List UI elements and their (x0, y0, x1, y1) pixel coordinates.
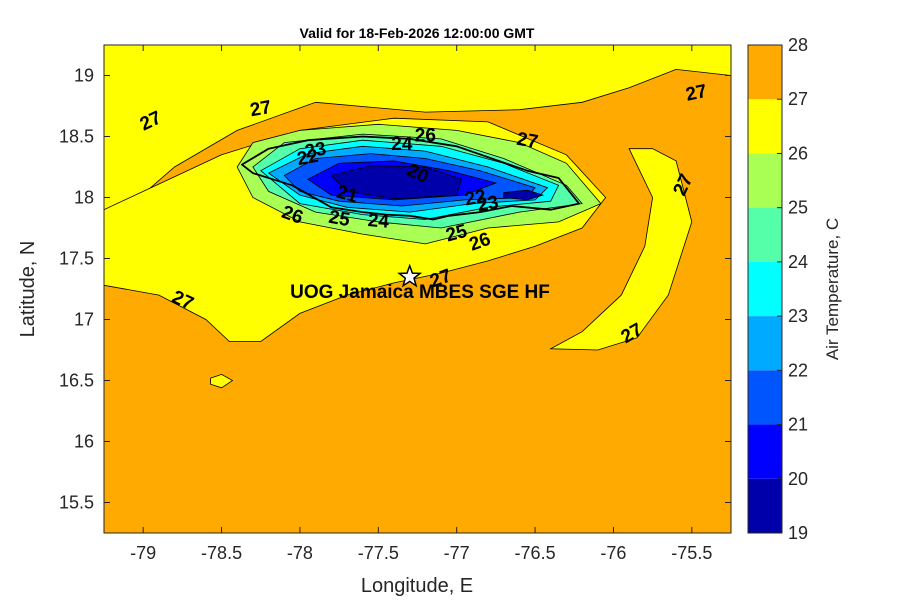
colorbar-swatch (748, 153, 782, 208)
contour-region-navy-east (503, 189, 545, 201)
colorbar-swatch (748, 424, 782, 479)
station-star-marker (397, 263, 423, 288)
colorbar-swatch (748, 45, 782, 100)
colorbar-swatch (748, 478, 782, 533)
x-tick-label: -79 (130, 543, 156, 563)
contour-label: 24 (391, 134, 413, 155)
coastline-jamaica (241, 135, 580, 221)
colorbar-tick-label: 27 (788, 89, 808, 109)
colorbar-tick-label: 22 (788, 360, 808, 380)
contour-label: 26 (415, 126, 436, 147)
x-axis-label: Longitude, E (361, 575, 473, 597)
y-tick-label: 15.5 (59, 493, 94, 513)
y-axis: 15.5 16 16.5 17 17.5 18 18.5 19 (59, 66, 731, 513)
plot-frame (103, 44, 732, 534)
y-axis-label: Latitude, N (17, 241, 39, 338)
y-tick-label: 18.5 (59, 127, 94, 147)
y-tick-label: 17 (74, 310, 94, 330)
x-tick-label: -75.5 (671, 543, 712, 563)
contour-label: 23 (476, 192, 500, 216)
colorbar-swatch (748, 99, 782, 154)
contour-region-yellow-east-strip (549, 148, 693, 351)
colorbar-tick-label: 21 (788, 415, 808, 435)
y-tick-label: 16 (74, 432, 94, 452)
y-tick-label: 17.5 (59, 249, 94, 269)
contour-region-yellow-islet (210, 373, 234, 389)
contour-label: 25 (327, 207, 352, 231)
colorbar-label: Air Temperature, C (823, 218, 842, 360)
colorbar: 19 20 21 22 23 24 25 26 27 28 (747, 35, 808, 543)
contour-label: 23 (303, 138, 327, 162)
contour-label: 22 (295, 146, 319, 170)
station-layer: UOG Jamaica MBES SGE HF (290, 263, 550, 303)
station-label: UOG Jamaica MBES SGE HF (290, 282, 550, 303)
colorbar-swatch (748, 316, 782, 371)
contour-label: 24 (367, 210, 390, 233)
colorbar-tick-label: 28 (788, 35, 808, 55)
contour-label: 22 (463, 186, 487, 210)
colorbar-tick-label: 23 (788, 306, 808, 326)
x-tick-label: -77 (444, 543, 470, 563)
contour-region-yellow-north (104, 45, 731, 229)
map-layer (104, 45, 731, 533)
x-tick-label: -77.5 (358, 543, 399, 563)
colorbar-frame (747, 44, 783, 534)
x-tick-label: -78.5 (201, 543, 242, 563)
colorbar-tick-label: 26 (788, 143, 808, 163)
colorbar-swatch (748, 207, 782, 262)
colorbar-swatch (748, 261, 782, 317)
x-tick-label: -78 (287, 543, 313, 563)
chart-title: Valid for 18-Feb-2026 12:00:00 GMT (300, 25, 535, 41)
colorbar-tick-label: 19 (788, 523, 808, 543)
y-tick-label: 18 (74, 188, 94, 208)
x-tick-label: -76.5 (515, 543, 556, 563)
colorbar-tick-label: 25 (788, 198, 808, 218)
contour-label: 27 (515, 129, 539, 153)
colorbar-swatch (748, 370, 782, 425)
contour-label: 27 (248, 97, 272, 121)
y-tick-label: 16.5 (59, 371, 94, 391)
contour-label: 27 (684, 81, 709, 106)
y-tick-label: 19 (74, 66, 94, 86)
colorbar-tick-label: 20 (788, 469, 808, 489)
x-tick-label: -76 (600, 543, 626, 563)
colorbar-tick-label: 24 (788, 252, 808, 272)
contour-region-navy (330, 165, 462, 200)
x-axis: -79 -78.5 -78 -77.5 -77 -76.5 -76 -75.5 (130, 45, 712, 563)
